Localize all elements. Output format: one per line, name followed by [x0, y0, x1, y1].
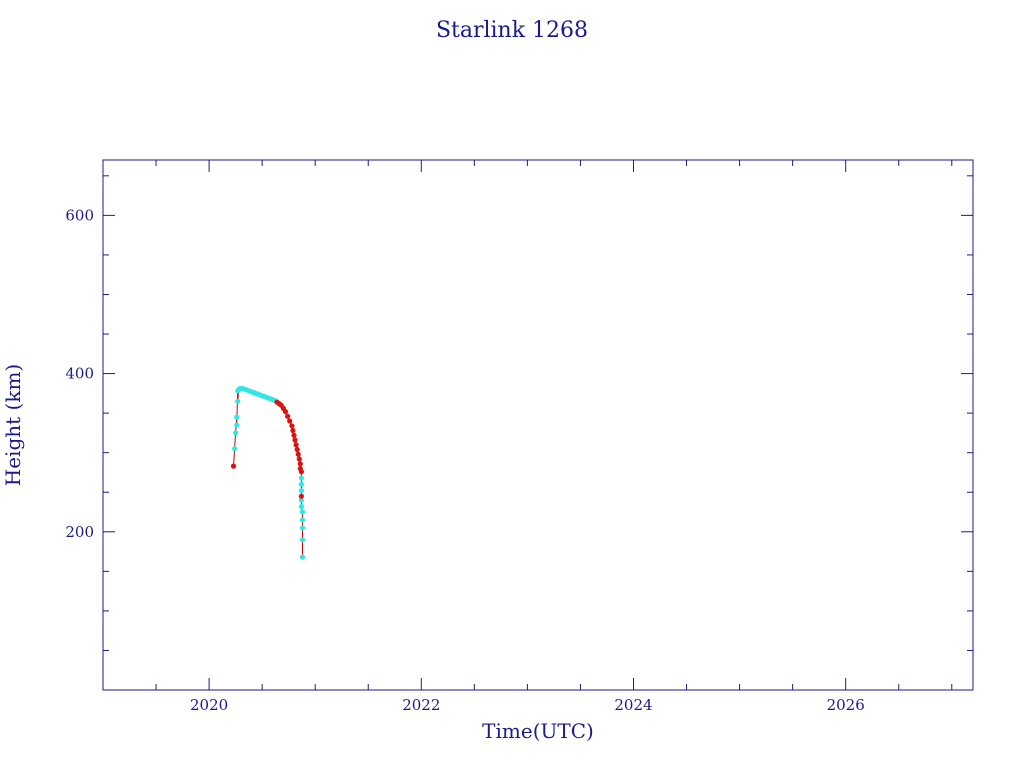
y-tick-label: 600	[65, 206, 94, 224]
cyan-data-point	[299, 554, 306, 560]
cyan-data-point	[298, 488, 304, 494]
red-data-point	[295, 451, 301, 457]
cyan-data-point	[298, 481, 304, 487]
x-tick-label: 2024	[614, 696, 652, 714]
red-data-point	[282, 409, 289, 415]
red-data-point	[293, 442, 299, 448]
y-tick-labels: 200 400 600	[65, 206, 94, 540]
cyan-data-point	[298, 475, 304, 481]
plot-frame	[102, 159, 974, 691]
cyan-data-point	[299, 517, 306, 523]
red-data-point	[298, 493, 304, 499]
cyan-data-point	[234, 414, 240, 420]
red-data-point	[290, 427, 296, 434]
x-axis-label: Time(UTC)	[482, 719, 594, 743]
cyan-data-point	[299, 537, 306, 543]
cyan-data-point	[233, 430, 239, 436]
red-data-point	[297, 461, 303, 467]
cyan-data-point	[299, 525, 306, 531]
red-data-point	[292, 437, 298, 443]
chart-title: Starlink 1268	[436, 18, 588, 43]
x-tick-labels: 2020 2022 2024 2026	[190, 696, 865, 714]
trace-line	[233, 388, 303, 558]
cyan-data-point	[234, 422, 240, 428]
red-data-point	[285, 413, 291, 419]
red-data-point	[287, 418, 293, 424]
x-tick-label: 2026	[827, 696, 865, 714]
cyan-data-point	[298, 497, 304, 503]
data-points	[230, 386, 306, 560]
y-tick-label: 200	[65, 523, 94, 541]
cyan-data-point	[299, 509, 306, 515]
y-axis-label: Height (km)	[1, 364, 25, 486]
axis-ticks	[103, 160, 973, 690]
cyan-data-point	[298, 503, 304, 510]
red-data-point	[289, 423, 295, 429]
y-tick-label: 400	[65, 365, 94, 383]
red-data-point	[230, 463, 237, 469]
cyan-data-point	[232, 446, 238, 452]
red-data-point	[291, 432, 297, 438]
cyan-data-point	[235, 398, 241, 404]
red-data-point	[294, 446, 300, 453]
red-data-point	[298, 469, 304, 475]
x-tick-label: 2020	[190, 696, 228, 714]
red-data-point	[296, 456, 302, 462]
x-tick-label: 2022	[402, 696, 440, 714]
